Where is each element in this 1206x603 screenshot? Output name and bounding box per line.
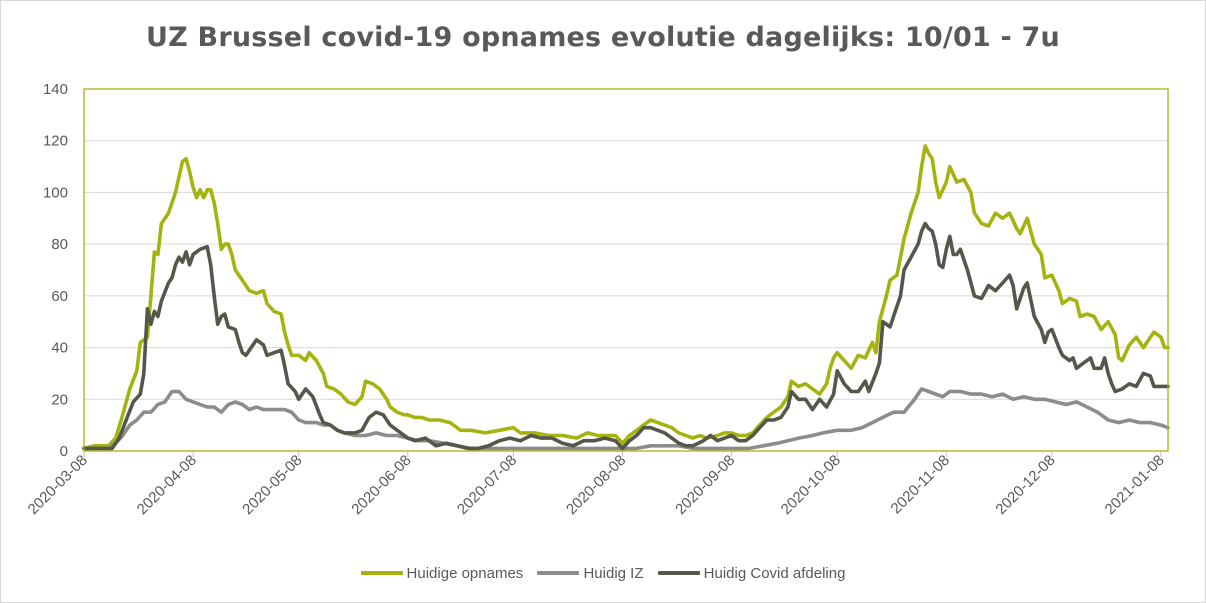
x-tick-label-2020-11-08: 2020-11-08 <box>888 452 953 517</box>
series-line-huidig-iz <box>82 387 1170 451</box>
series-line-huidige-opnames <box>82 144 1170 451</box>
x-tick-label-2020-03-08: 2020-03-08 <box>25 452 91 518</box>
chart-title: UZ Brussel covid-19 opnames evolutie dag… <box>146 22 1060 53</box>
y-tick-label-20: 20 <box>51 391 68 408</box>
legend-swatch-huidige-opnames <box>360 571 403 575</box>
legend-swatch-huidig-iz <box>537 571 580 575</box>
legend: Huidige opnames Huidig IZ Huidig Covid a… <box>0 562 1206 582</box>
x-tick-label-2020-08-08: 2020-08-08 <box>563 452 629 518</box>
series-lines <box>82 144 1170 451</box>
x-tick-label-2020-10-08: 2020-10-08 <box>778 452 844 518</box>
y-tick-label-140: 140 <box>43 81 68 98</box>
y-tick-label-100: 100 <box>43 184 68 201</box>
x-tick-label-2020-06-08: 2020-06-08 <box>348 452 414 518</box>
legend-item-huidig-covid-afdeling: Huidig Covid afdeling <box>657 564 846 582</box>
y-axis: 0 20 40 60 80 100 120 140 <box>43 81 68 460</box>
plot-border <box>83 88 1169 452</box>
y-tick-label-40: 40 <box>51 340 68 357</box>
legend-label-huidig-iz: Huidig IZ <box>583 564 644 582</box>
legend-item-huidig-iz: Huidig IZ <box>537 564 644 582</box>
x-tick-label-2021-01-08: 2021-01-08 <box>1102 452 1168 518</box>
x-tick-label-2020-05-08: 2020-05-08 <box>239 452 305 518</box>
y-tick-label-80: 80 <box>51 236 68 253</box>
legend-label-huidig-covid-afdeling: Huidig Covid afdeling <box>703 564 846 582</box>
y-tick-label-0: 0 <box>60 443 68 460</box>
legend-label-huidige-opnames: Huidige opnames <box>406 564 524 582</box>
series-line-huidig-covid-afdeling <box>82 221 1170 451</box>
x-tick-label-2020-07-08: 2020-07-08 <box>454 452 520 518</box>
x-tick-label-2020-09-08: 2020-09-08 <box>672 452 738 518</box>
gridlines <box>84 140 1168 400</box>
x-tick-label-2020-04-08: 2020-04-08 <box>134 452 200 518</box>
x-axis: 2020-03-08 2020-04-08 2020-05-08 2020-06-08… <box>25 450 1168 518</box>
y-tick-label-120: 120 <box>43 133 68 150</box>
legend-item-huidige-opnames: Huidige opnames <box>360 564 524 582</box>
x-tick-label-2020-12-08: 2020-12-08 <box>992 452 1058 518</box>
y-tick-label-60: 60 <box>51 288 68 305</box>
legend-swatch-huidig-covid-afdeling <box>657 571 700 575</box>
